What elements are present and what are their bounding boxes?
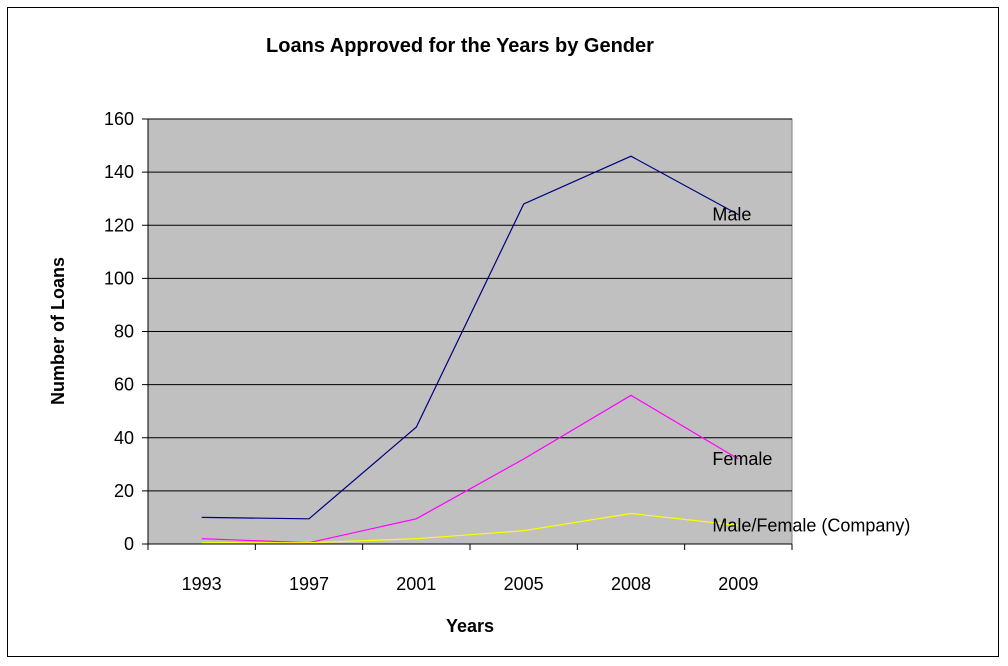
x-tick-label: 2005	[504, 574, 544, 594]
gridlines	[148, 118, 792, 492]
series-line-male-female-company	[201, 512, 739, 544]
x-axis-title: Years	[446, 616, 494, 636]
x-tick-label: 1997	[289, 574, 329, 594]
y-axis-title: Number of Loans	[48, 257, 68, 405]
y-tick-label: 120	[104, 215, 134, 235]
y-tick-label: 100	[104, 268, 134, 288]
x-tick-label: 2009	[718, 574, 758, 594]
series-label: Male/Female (Company)	[712, 515, 910, 535]
y-tick-label: 60	[114, 375, 134, 395]
y-tick-label: 160	[104, 109, 134, 129]
x-tick-label: 1993	[182, 574, 222, 594]
chart-title: Loans Approved for the Years by Gender	[266, 35, 654, 57]
series-line-female	[201, 394, 739, 544]
x-tick-label: 2001	[396, 574, 436, 594]
series-labels: Male Female Male/Female (Company)	[712, 205, 910, 536]
series-lines	[201, 155, 739, 544]
y-tick-label: 80	[114, 322, 134, 342]
x-tick-label: 2008	[611, 574, 651, 594]
series-line-male	[201, 155, 739, 520]
chart-frame	[7, 7, 999, 657]
y-tick-label: 0	[124, 534, 134, 554]
series-label: Female	[712, 449, 772, 469]
y-tick-label: 140	[104, 162, 134, 182]
y-axis-ticks: 0 20 40 60 80 100 120 140 160	[104, 109, 148, 554]
y-tick-label: 40	[114, 428, 134, 448]
x-axis-ticks: 1993 1997 2001 2005 2008 2009	[147, 544, 793, 594]
y-tick-label: 20	[114, 481, 134, 501]
series-label: Male	[712, 205, 751, 225]
